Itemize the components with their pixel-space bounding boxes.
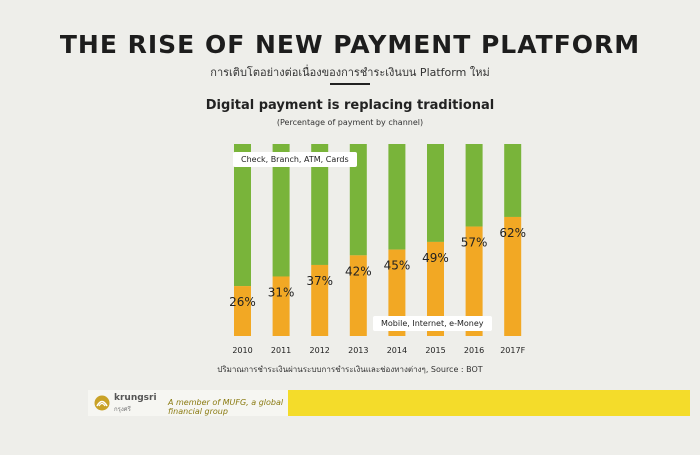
bar-digital-2012 xyxy=(311,264,329,336)
data-label-2012: 37% xyxy=(306,274,333,288)
data-label-2011: 31% xyxy=(268,285,295,299)
brand-name: krungsri xyxy=(114,393,157,403)
legend-traditional: Check, Branch, ATM, Cards xyxy=(233,152,357,167)
bar-digital-2017F xyxy=(504,216,522,336)
brand-name-thai: กรุงศรี xyxy=(114,406,131,413)
bar-digital-2011 xyxy=(272,276,290,336)
bar-digital-2013 xyxy=(349,255,367,336)
data-label-2016: 57% xyxy=(461,236,488,250)
krungsri-logo-icon xyxy=(94,395,110,411)
bar-traditional-2013 xyxy=(349,144,367,256)
thai-subtitle: การเติบโตอย่างต่อเนื่องของการชำระเงินบน … xyxy=(210,66,490,79)
chart-subtitle: (Percentage of payment by channel) xyxy=(276,118,424,127)
footer-tagline: A member of MUFG, a global financial gro… xyxy=(168,398,284,416)
x-tick-2010: 2010 xyxy=(232,346,252,355)
footer-yellow-stripe xyxy=(288,390,690,416)
bar-digital-2014 xyxy=(388,249,406,336)
x-tick-2014: 2014 xyxy=(387,346,407,355)
bar-digital-2015 xyxy=(427,241,444,336)
x-tick-2011: 2011 xyxy=(271,346,291,355)
x-tick-2016: 2016 xyxy=(464,346,484,355)
data-label-2014: 45% xyxy=(384,259,411,273)
data-label-2017F: 62% xyxy=(499,226,526,240)
x-tick-2013: 2013 xyxy=(348,346,368,355)
bar-traditional-2016 xyxy=(465,144,483,227)
bar-traditional-2015 xyxy=(427,144,444,242)
bar-traditional-2010 xyxy=(234,144,251,287)
bar-digital-2016 xyxy=(465,226,483,336)
data-label-2010: 26% xyxy=(229,295,256,309)
chart-title: Digital payment is replacing traditional xyxy=(205,98,495,113)
x-tick-2012: 2012 xyxy=(310,346,330,355)
x-tick-2017F: 2017F xyxy=(500,346,525,355)
legend-digital: Mobile, Internet, e-Money xyxy=(373,316,492,331)
title-divider xyxy=(330,83,370,85)
bar-digital-2010 xyxy=(234,286,251,336)
bar-traditional-2014 xyxy=(388,144,406,250)
footer-logo-area: krungsri กรุงศรี A member of MUFG, a glo… xyxy=(88,390,288,416)
x-tick-2015: 2015 xyxy=(425,346,445,355)
bar-traditional-2012 xyxy=(311,144,329,265)
bar-traditional-2017F xyxy=(504,144,522,217)
slide-title: THE RISE OF NEW PAYMENT PLATFORM xyxy=(59,30,641,59)
bar-traditional-2011 xyxy=(272,144,290,277)
source-note: ปริมาณการชำระเงินผ่านระบบการชำระเงินและช… xyxy=(217,365,483,374)
footer-band: krungsri กรุงศรี A member of MUFG, a glo… xyxy=(88,390,690,416)
data-label-2015: 49% xyxy=(422,251,449,265)
data-label-2013: 42% xyxy=(345,264,372,278)
